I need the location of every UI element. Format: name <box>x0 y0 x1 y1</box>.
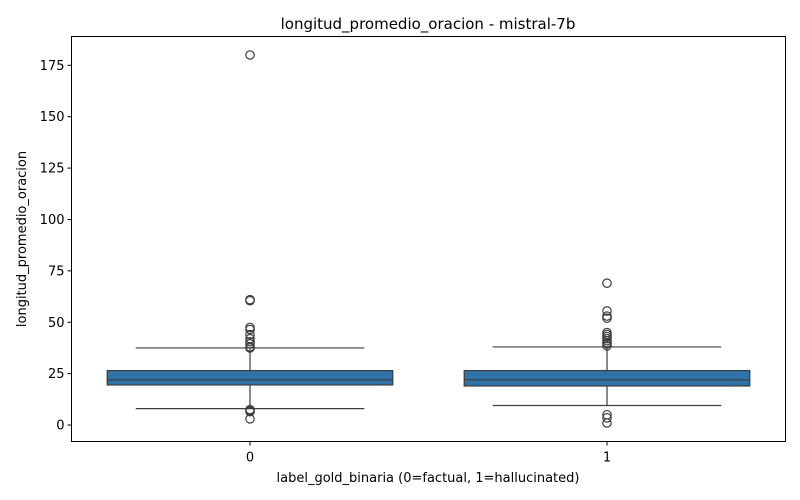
outlier-point <box>245 324 255 335</box>
y-tick-label: 75 <box>48 264 65 279</box>
y-tick-label: 175 <box>40 59 65 74</box>
x-tick-label: 0 <box>246 451 254 466</box>
box-group <box>106 50 394 424</box>
outlier-point <box>245 343 255 353</box>
plot-area <box>106 50 751 428</box>
outlier-point <box>602 311 612 321</box>
outlier-point <box>245 295 255 306</box>
outlier-point <box>245 329 255 340</box>
y-tick-label: 25 <box>48 367 65 382</box>
outlier-point <box>602 306 612 316</box>
outlier-point <box>602 341 612 351</box>
outlier-point <box>602 313 612 323</box>
outlier-point <box>602 418 612 428</box>
outlier-point <box>245 339 255 349</box>
iqr-box <box>463 369 751 387</box>
plot-frame <box>71 36 786 442</box>
iqr-box <box>106 369 394 386</box>
y-tick-label: 0 <box>56 419 64 434</box>
x-tick-label: 1 <box>603 451 611 466</box>
y-tick-label: 150 <box>40 110 65 125</box>
y-tick-label: 100 <box>40 213 65 228</box>
y-axis-label: longitud_promedio_oracion <box>15 151 30 327</box>
chart-title: longitud_promedio_oracion - mistral-7b <box>281 15 576 34</box>
outlier-point <box>245 406 255 417</box>
outlier-point <box>245 414 255 424</box>
x-axis-label: label_gold_binaria (0=factual, 1=halluci… <box>277 471 580 486</box>
outlier-point <box>245 50 255 60</box>
y-tick-label: 50 <box>48 316 65 331</box>
outlier-point <box>602 413 612 423</box>
y-axis: 0 25 50 75 100 125 150 175 <box>40 59 72 434</box>
outlier-point <box>602 278 612 289</box>
box-group <box>463 278 751 428</box>
y-tick-label: 125 <box>40 162 65 177</box>
